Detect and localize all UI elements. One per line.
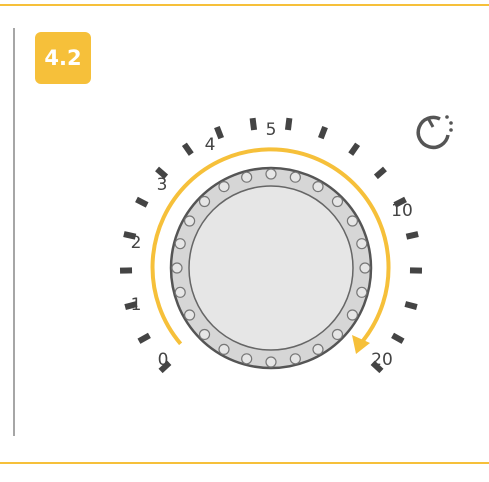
dial-tick: [406, 234, 418, 237]
dial-label: 3: [157, 175, 168, 195]
dial-tick: [136, 199, 147, 204]
dial-label: 4: [205, 135, 216, 155]
dial-tick: [217, 127, 221, 138]
grip-bump: [266, 357, 276, 367]
grip-bump: [200, 197, 210, 207]
dial-label: 2: [131, 233, 142, 253]
dial-tick: [376, 169, 385, 177]
grip-bump: [347, 310, 357, 320]
knob-face: [189, 186, 353, 350]
page: 4.2 0 1 2 3 4 5 10 20: [0, 0, 489, 482]
dial-tick: [288, 118, 289, 130]
grip-bump: [172, 263, 182, 273]
dial-label: 10: [391, 201, 413, 221]
grip-bump: [219, 344, 229, 354]
grip-bump: [332, 197, 342, 207]
timer-icon: [418, 115, 453, 147]
grip-bump: [219, 182, 229, 192]
grip-bump: [175, 287, 185, 297]
dial-tick: [253, 118, 254, 130]
dial-tick: [184, 144, 191, 154]
grip-bump: [313, 344, 323, 354]
dial-tick: [321, 127, 325, 138]
grip-bump: [185, 310, 195, 320]
grip-bump: [175, 239, 185, 249]
grip-bump: [332, 329, 342, 339]
dial-tick: [139, 335, 149, 341]
grip-bump: [357, 239, 367, 249]
dial-label: 0: [158, 350, 169, 370]
grip-bump: [360, 263, 370, 273]
grip-bump: [185, 216, 195, 226]
grip-bump: [242, 354, 252, 364]
badge-text: 4.2: [44, 46, 81, 70]
dial-tick: [405, 304, 417, 307]
grip-bump: [290, 172, 300, 182]
grip-bump: [347, 216, 357, 226]
grip-bump: [313, 182, 323, 192]
grip-bump: [357, 287, 367, 297]
dial-label: 5: [266, 120, 277, 140]
dial-tick: [351, 144, 358, 154]
grip-bump: [200, 329, 210, 339]
dial-label: 1: [131, 295, 142, 315]
dial-label: 20: [371, 350, 393, 370]
dial-tick: [393, 335, 403, 341]
grip-bump: [266, 169, 276, 179]
grip-bump: [290, 354, 300, 364]
grip-bump: [242, 172, 252, 182]
